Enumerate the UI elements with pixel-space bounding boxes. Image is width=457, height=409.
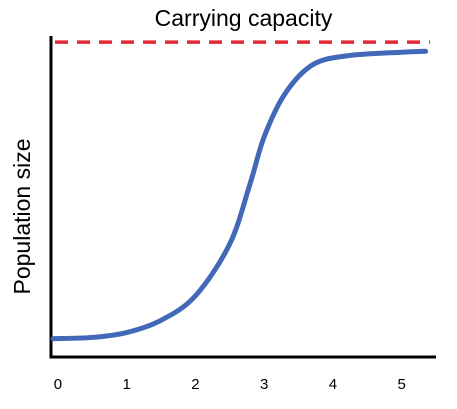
reference-line-group: Carrying capacity bbox=[55, 5, 430, 44]
series-group bbox=[50, 48, 429, 342]
x-tick-label: 2 bbox=[191, 376, 199, 393]
axes-group bbox=[49, 36, 436, 359]
x-tick-label: 1 bbox=[122, 376, 130, 393]
x-tick-label: 0 bbox=[54, 376, 62, 393]
x-tick-labels: 0 1 2 3 4 5 bbox=[54, 376, 406, 393]
x-tick-label: 5 bbox=[397, 376, 405, 393]
population-growth-curve bbox=[50, 48, 429, 342]
carrying-capacity-label: Carrying capacity bbox=[155, 5, 333, 31]
x-tick-label: 3 bbox=[260, 376, 268, 393]
x-tick-label: 4 bbox=[329, 376, 337, 393]
y-axis-label: Population size bbox=[9, 139, 35, 295]
